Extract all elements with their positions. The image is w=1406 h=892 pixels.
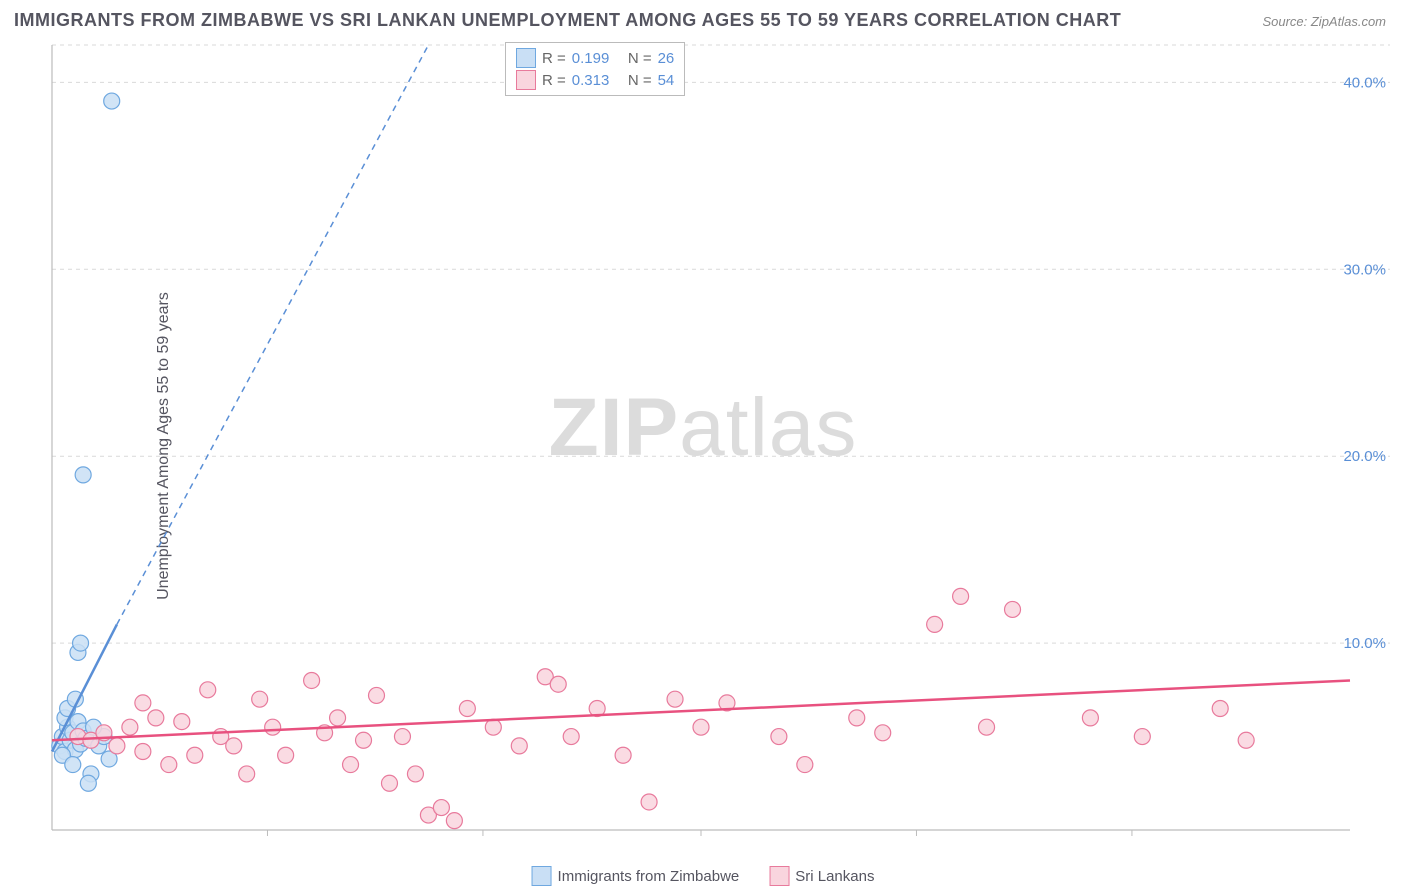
svg-text:40.0%: 40.0% bbox=[1343, 74, 1386, 91]
legend-swatch-icon bbox=[769, 866, 789, 886]
legend-item-srilankans: Sri Lankans bbox=[769, 866, 874, 886]
stat-legend-row: R = 0.313 N = 54 bbox=[516, 69, 674, 91]
series-legend: Immigrants from Zimbabwe Sri Lankans bbox=[532, 866, 875, 886]
legend-swatch-icon bbox=[516, 70, 536, 90]
legend-swatch-icon bbox=[516, 48, 536, 68]
svg-text:30.0%: 30.0% bbox=[1343, 261, 1386, 278]
legend-label: Immigrants from Zimbabwe bbox=[558, 868, 740, 885]
source-attribution: Source: ZipAtlas.com bbox=[1262, 14, 1386, 29]
chart-title: IMMIGRANTS FROM ZIMBABWE VS SRI LANKAN U… bbox=[14, 10, 1121, 31]
legend-item-zimbabwe: Immigrants from Zimbabwe bbox=[532, 866, 740, 886]
svg-text:10.0%: 10.0% bbox=[1343, 635, 1386, 652]
statistics-legend: R = 0.199 N = 26 R = 0.313 N = 54 bbox=[505, 42, 685, 96]
scatter-plot: 10.0%20.0%30.0%40.0%0.0%50.0% bbox=[50, 40, 1390, 840]
legend-swatch-icon bbox=[532, 866, 552, 886]
svg-text:20.0%: 20.0% bbox=[1343, 448, 1386, 465]
legend-label: Sri Lankans bbox=[795, 868, 874, 885]
stat-legend-row: R = 0.199 N = 26 bbox=[516, 47, 674, 69]
